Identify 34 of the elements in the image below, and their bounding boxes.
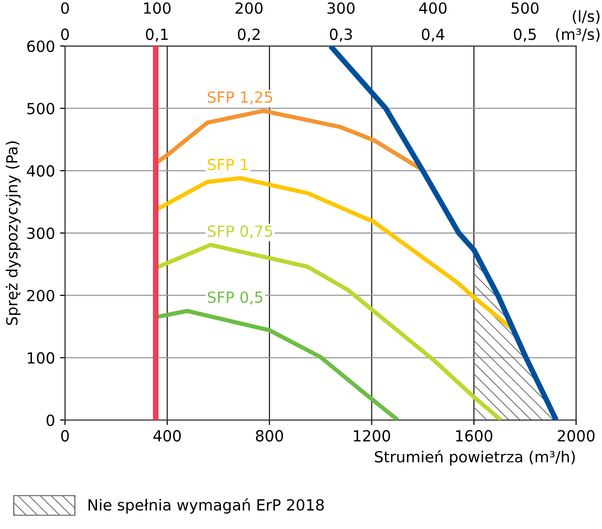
- x-axis-title: Strumień powietrza (m³/h): [374, 450, 575, 466]
- x2-tick-label: 100: [144, 2, 171, 14]
- y-tick-label: 200: [27, 290, 54, 302]
- x-tick-label: 2000: [558, 430, 595, 442]
- series-label: SFP 1,25: [208, 91, 272, 104]
- y-tick-label: 300: [27, 227, 54, 240]
- text: 0,2: [238, 28, 260, 42]
- x2-tick-label: 200: [236, 2, 263, 14]
- text: 0,5: [514, 28, 536, 42]
- x2-tick-label: 500: [512, 2, 539, 14]
- text: 0,3: [330, 28, 352, 42]
- series-label: SFP 0,75: [208, 225, 272, 238]
- x2-tick-label: 0: [61, 2, 69, 14]
- series-label: SFP 0,5: [208, 291, 262, 305]
- x2-tick-label: 300: [328, 2, 355, 14]
- x2-tick-label: 400: [419, 2, 447, 14]
- y-tick-label: 0: [46, 414, 54, 426]
- y-tick-label: 600: [27, 40, 54, 52]
- y-axis-title: Spręż dyspozycyjny (Pa): [6, 141, 21, 325]
- text: 0: [61, 28, 69, 40]
- x-tick-label: 1600: [456, 430, 492, 442]
- text: 0,1: [146, 28, 168, 42]
- x2-axis-title: (l/s): [572, 10, 600, 24]
- x-tick-label: 1200: [354, 430, 390, 442]
- x-tick-label: 400: [153, 430, 181, 442]
- y-tick-label: 500: [27, 102, 54, 114]
- series-label: SFP 1: [208, 158, 248, 170]
- text: (m³/s): [556, 28, 600, 42]
- text: 0,4: [422, 28, 444, 42]
- y-tick-label: 400: [26, 165, 54, 177]
- x-tick-label: 0: [61, 430, 69, 442]
- y-tick-label: 100: [28, 352, 54, 364]
- legend-label: Nie spełnia wymagań ErP 2018: [88, 498, 324, 514]
- x-tick-label: 800: [256, 430, 284, 442]
